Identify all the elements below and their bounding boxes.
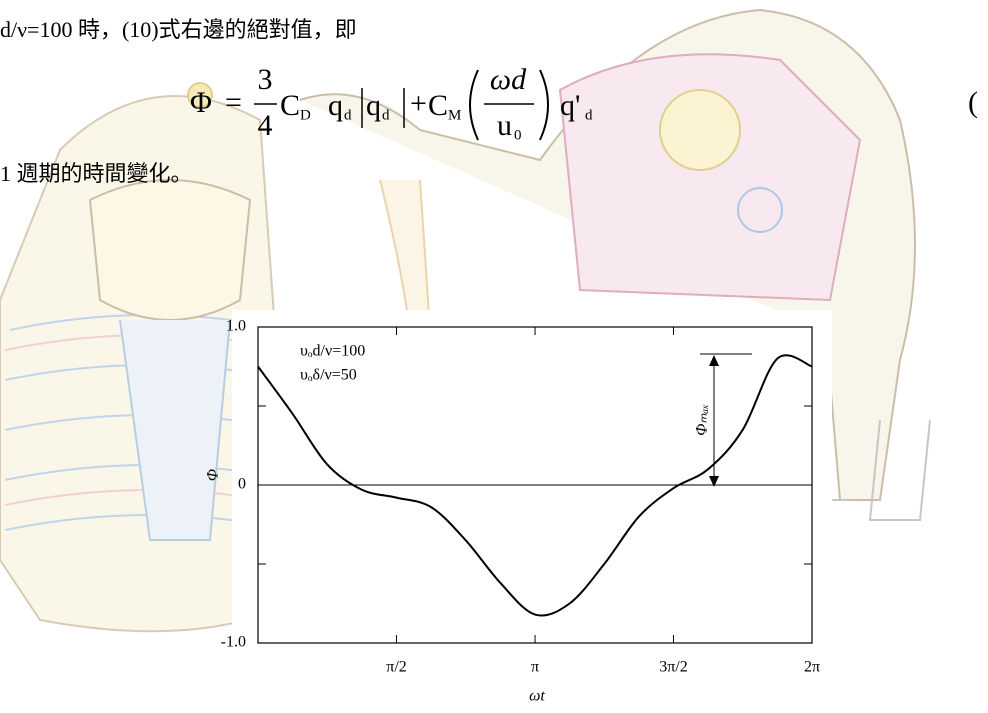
y-tick-label: 1.0 [226,318,246,335]
chart: υₒd/ν=100 υₒδ/ν=50 ωt Φ Φₘₐₓ -1.0 0 1.0 π/2… [0,0,988,713]
peak-label: Φₘₐₓ [694,404,711,435]
y-tick-label: 0 [238,476,246,493]
annotation: υₒδ/ν=50 [300,367,357,384]
x-axis-label: ωt [529,688,545,705]
x-tick-label: 3π/2 [659,659,688,676]
x-tick-label: 2π [804,659,820,676]
page: d/ν=100 時，(10)式右邊的絕對值，即 Φ = 3 4 C D q d … [0,0,988,713]
y-tick-label: -1.0 [221,634,246,651]
x-tick-label: π [531,659,539,676]
x-tick-label: π/2 [386,659,407,676]
annotation: υₒd/ν=100 [300,343,365,360]
y-axis-label: Φ [205,469,222,481]
